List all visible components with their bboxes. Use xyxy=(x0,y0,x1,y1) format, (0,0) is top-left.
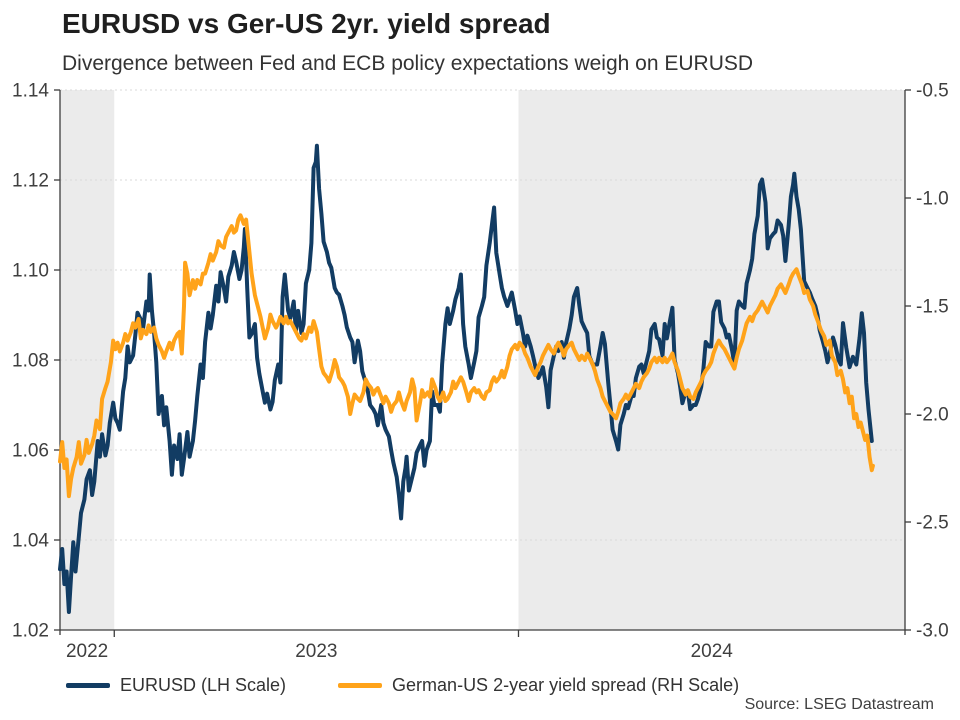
chart-title: EURUSD vs Ger-US 2yr. yield spread xyxy=(62,8,551,39)
chart-subtitle: Divergence between Fed and ECB policy ex… xyxy=(62,52,754,75)
legend-item-spread: German-US 2-year yield spread (RH Scale) xyxy=(338,675,739,696)
x-axis-year-label: 2022 xyxy=(66,641,108,662)
legend-label-eurusd: EURUSD (LH Scale) xyxy=(120,675,287,695)
chart-legend: EURUSD (LH Scale) German-US 2-year yield… xyxy=(66,675,739,696)
right-axis-tick-label: -1.0 xyxy=(916,189,949,210)
yield-spread-line xyxy=(58,213,875,499)
right-axis-tick-label: -0.5 xyxy=(916,81,949,102)
right-axis-tick-label: -1.5 xyxy=(916,297,949,318)
right-axis-tick-label: -2.0 xyxy=(916,405,949,426)
left-axis-tick-label: 1.08 xyxy=(12,351,49,372)
right-axis-tick-label: -2.5 xyxy=(916,513,949,534)
spread-line-swatch-icon xyxy=(338,683,383,688)
eurusd-line xyxy=(58,143,874,614)
left-axis-tick-label: 1.02 xyxy=(12,621,49,642)
x-axis-year-label: 2023 xyxy=(295,641,337,662)
legend-label-spread: German-US 2-year yield spread (RH Scale) xyxy=(392,675,740,695)
right-axis-tick-label: -3.0 xyxy=(916,621,949,642)
left-axis-tick-label: 1.04 xyxy=(12,531,49,552)
source-attribution: Source: LSEG Datastream xyxy=(744,696,934,713)
left-axis-tick-label: 1.14 xyxy=(12,81,49,102)
left-axis-tick-label: 1.06 xyxy=(12,441,49,462)
left-axis-tick-label: 1.12 xyxy=(12,171,49,192)
left-axis-tick-label: 1.10 xyxy=(12,261,49,282)
x-axis-year-label: 2024 xyxy=(691,641,734,662)
legend-item-eurusd: EURUSD (LH Scale) xyxy=(66,675,286,696)
eurusd-line-swatch-icon xyxy=(66,683,110,688)
